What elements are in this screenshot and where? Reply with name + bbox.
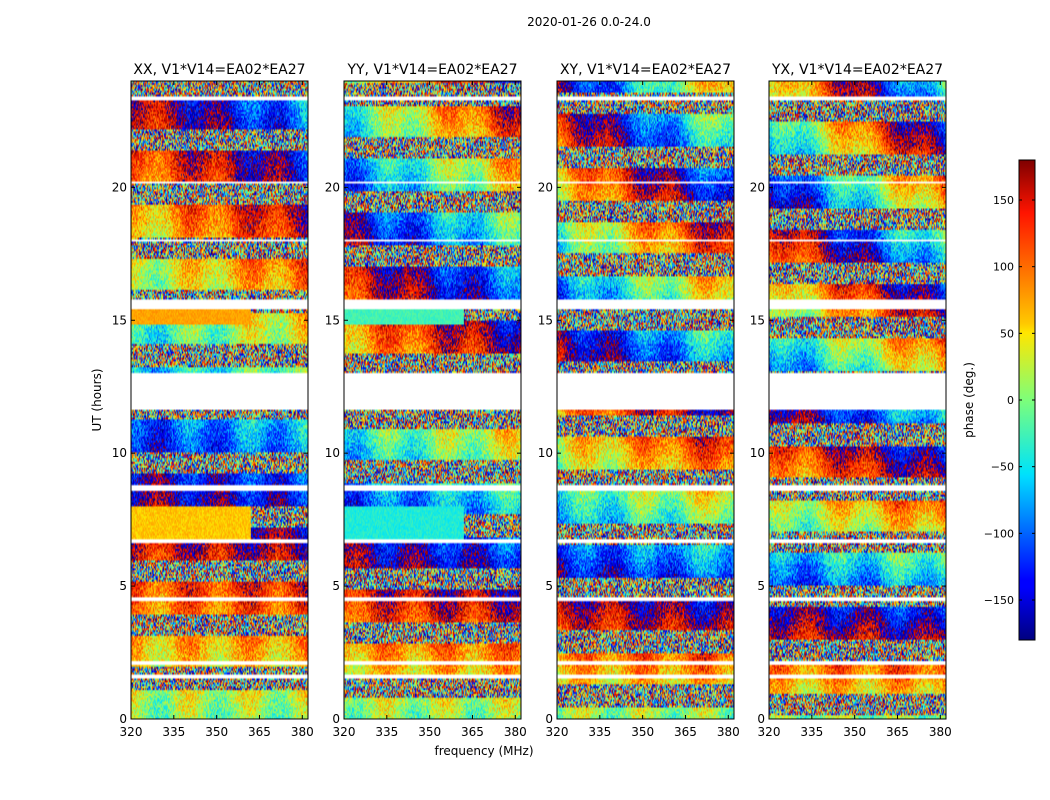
y-tick-label-xx-15: 15	[112, 313, 127, 327]
y-tick-label-xy-15: 15	[538, 313, 553, 327]
panel-frame-xx	[130, 80, 309, 720]
phase-image-yy	[344, 81, 521, 719]
x-tick-label-yx-350: 350	[843, 725, 866, 739]
y-tick-label-yy-20: 20	[325, 180, 340, 194]
y-tick-label-yy-15: 15	[325, 313, 340, 327]
phase-image-yx	[769, 81, 946, 719]
y-tick-label-yx-5: 5	[757, 579, 765, 593]
y-tick-label-xy-10: 10	[538, 446, 553, 460]
x-tick-label-yx-335: 335	[800, 725, 823, 739]
y-tick-label-yx-10: 10	[750, 446, 765, 460]
panel-frame-yx	[768, 80, 947, 720]
x-tick-label-yx-365: 365	[886, 725, 909, 739]
panel-frame-xy	[556, 80, 735, 720]
x-tick-label-xy-320: 320	[546, 725, 569, 739]
panel-yy: YY, V1*V14=EA02*EA27 320 335 350 365 380 0 5 10 1…	[325, 62, 527, 739]
x-tick-label-xy-335: 335	[588, 725, 611, 739]
phase-image-xx	[131, 81, 308, 719]
y-tick-label-yy-0: 0	[332, 712, 340, 726]
y-tick-label-yy-10: 10	[325, 446, 340, 460]
panel-xx: XX, V1*V14=EA02*EA27 320 335 350 365 380 0 5 10 1…	[112, 62, 314, 739]
colorbar: 150 100 50 0 −50 −100 −150	[984, 159, 1036, 641]
y-tick-label-xy-20: 20	[538, 180, 553, 194]
x-axis-label: frequency (MHz)	[434, 744, 533, 758]
colorbar-tick-label-5: −100	[984, 527, 1014, 540]
x-tick-label-yy-350: 350	[418, 725, 441, 739]
x-tick-label-xy-350: 350	[631, 725, 654, 739]
panel-title-yy: YY, V1*V14=EA02*EA27	[346, 62, 517, 78]
x-tick-label-xx-380: 380	[291, 725, 314, 739]
panel-yx: YX, V1*V14=EA02*EA27 320 335 350 365 380 0 5 10 1…	[750, 62, 952, 739]
colorbar-tick-label-1: 100	[993, 261, 1014, 274]
y-tick-label-xx-0: 0	[119, 712, 127, 726]
y-tick-label-xx-5: 5	[119, 579, 127, 593]
panel-xy: XY, V1*V14=EA02*EA27 320 335 350 365 380 0 5 10 1…	[538, 62, 740, 739]
y-tick-label-yx-0: 0	[757, 712, 765, 726]
colorbar-tick-label-4: −50	[991, 461, 1014, 474]
x-tick-label-xy-365: 365	[674, 725, 697, 739]
x-tick-label-xx-335: 335	[162, 725, 185, 739]
x-tick-label-yy-335: 335	[375, 725, 398, 739]
colorbar-label: phase (deg.)	[962, 362, 976, 438]
x-tick-label-yy-380: 380	[504, 725, 527, 739]
panel-title-xx: XX, V1*V14=EA02*EA27	[133, 62, 305, 78]
y-tick-label-yy-5: 5	[332, 579, 340, 593]
y-tick-label-xy-5: 5	[545, 579, 553, 593]
y-tick-label-yx-15: 15	[750, 313, 765, 327]
panel-frame-yy	[343, 80, 522, 720]
x-tick-label-xx-320: 320	[120, 725, 143, 739]
y-tick-label-xy-0: 0	[545, 712, 553, 726]
x-tick-label-yx-320: 320	[758, 725, 781, 739]
colorbar-tick-label-0: 150	[993, 194, 1014, 207]
x-tick-label-yx-380: 380	[929, 725, 952, 739]
y-tick-label-xx-10: 10	[112, 446, 127, 460]
x-tick-label-xx-365: 365	[248, 725, 271, 739]
x-tick-label-xy-380: 380	[717, 725, 740, 739]
x-tick-label-yy-365: 365	[461, 725, 484, 739]
colorbar-tick-label-6: −150	[984, 594, 1014, 607]
panel-title-yx: YX, V1*V14=EA02*EA27	[771, 62, 943, 78]
panel-title-xy: XY, V1*V14=EA02*EA27	[560, 62, 731, 78]
colorbar-tick-label-2: 50	[1000, 327, 1014, 340]
phase-image-xy	[557, 81, 734, 719]
x-tick-label-xx-350: 350	[205, 725, 228, 739]
figure-title: 2020-01-26 0.0-24.0	[527, 15, 651, 29]
x-tick-label-yy-320: 320	[333, 725, 356, 739]
colorbar-tick-label-3: 0	[1007, 394, 1014, 407]
y-axis-label: UT (hours)	[90, 368, 104, 431]
panels: XX, V1*V14=EA02*EA27 320 335 350 365 380 0 5 10 1…	[112, 62, 952, 739]
y-tick-label-yx-20: 20	[750, 180, 765, 194]
y-tick-label-xx-20: 20	[112, 180, 127, 194]
